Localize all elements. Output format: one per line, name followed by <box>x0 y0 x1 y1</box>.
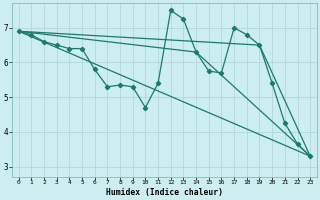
X-axis label: Humidex (Indice chaleur): Humidex (Indice chaleur) <box>106 188 223 197</box>
